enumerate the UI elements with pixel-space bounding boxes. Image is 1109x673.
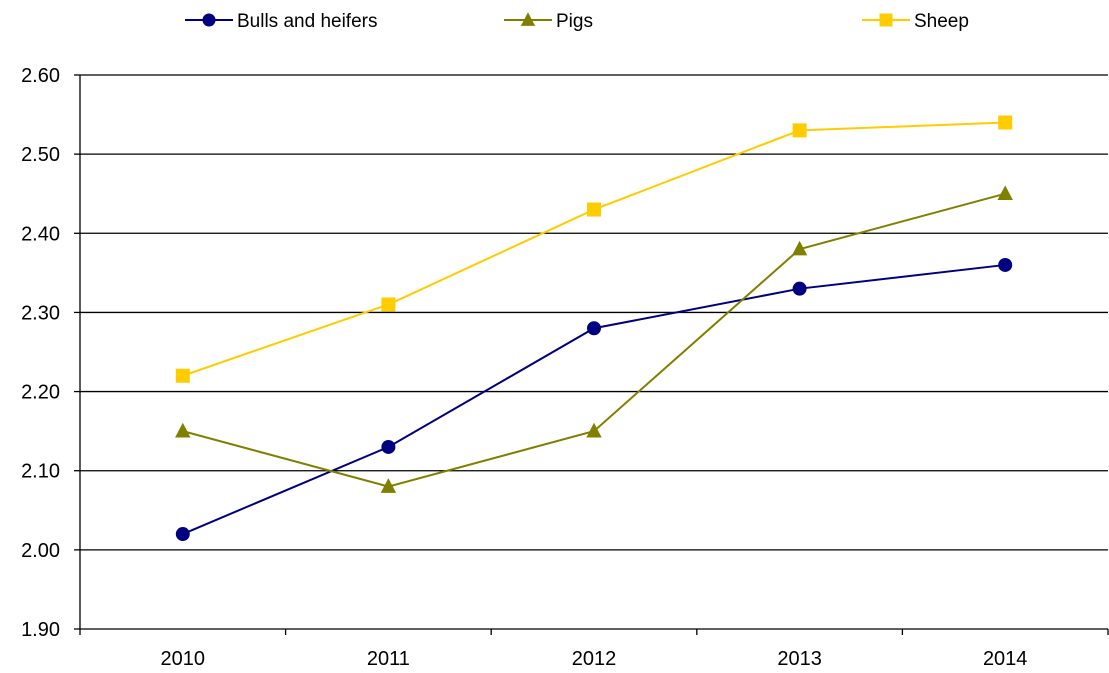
x-tick-label: 2012 — [572, 648, 617, 670]
data-point — [587, 321, 601, 336]
data-point — [175, 368, 190, 383]
data-point — [997, 185, 1013, 201]
x-tick-label: 2014 — [983, 648, 1028, 670]
y-tick-label: 2.50 — [21, 144, 60, 166]
data-point — [998, 115, 1013, 130]
y-axis-tick-labels: 1.90 2.00 2.10 2.20 2.30 2.40 2.50 2.60 — [21, 65, 60, 641]
series-line — [182, 263, 1006, 535]
series-line — [182, 192, 1006, 488]
data-point — [175, 527, 190, 542]
data-point — [381, 297, 396, 312]
data-point — [998, 257, 1013, 272]
legend-label: Sheep — [914, 11, 969, 32]
legend-item: Pigs — [504, 11, 593, 32]
x-axis-tick-labels: 2010 2011 2012 2013 2014 — [161, 648, 1028, 670]
y-tick-label: 2.60 — [21, 65, 60, 87]
gridlines — [74, 74, 1108, 630]
series-sheep — [175, 115, 1013, 383]
x-tick-label: 2013 — [777, 648, 822, 670]
y-tick-label: 2.20 — [21, 382, 60, 404]
series-bulls-and-heifers — [175, 257, 1013, 542]
data-point — [792, 123, 807, 138]
data-point — [381, 439, 396, 454]
data-point — [586, 422, 602, 438]
legend-marker — [520, 12, 536, 26]
legend-item: Sheep — [862, 11, 969, 32]
y-tick-label: 2.10 — [21, 461, 60, 483]
data-point — [792, 281, 807, 296]
y-tick-label: 2.30 — [21, 302, 60, 324]
x-tick-label: 2011 — [367, 648, 410, 670]
legend: Bulls and heifers Pigs Sheep — [185, 11, 969, 32]
series-line — [182, 121, 1006, 377]
y-tick-label: 2.40 — [21, 223, 60, 245]
data-point — [791, 240, 808, 256]
data-point — [380, 478, 397, 493]
legend-marker — [879, 13, 893, 27]
series-layer — [175, 115, 1013, 542]
series-pigs — [175, 185, 1013, 493]
x-tick-label: 2010 — [161, 648, 206, 670]
legend-marker — [202, 13, 216, 27]
legend-item: Bulls and heifers — [185, 11, 377, 32]
data-point — [175, 422, 191, 438]
legend-label: Pigs — [556, 11, 593, 32]
y-tick-label: 1.90 — [21, 619, 60, 641]
axes — [79, 75, 1109, 635]
data-point — [587, 202, 601, 217]
y-tick-label: 2.00 — [21, 540, 60, 562]
legend-label: Bulls and heifers — [237, 11, 377, 32]
